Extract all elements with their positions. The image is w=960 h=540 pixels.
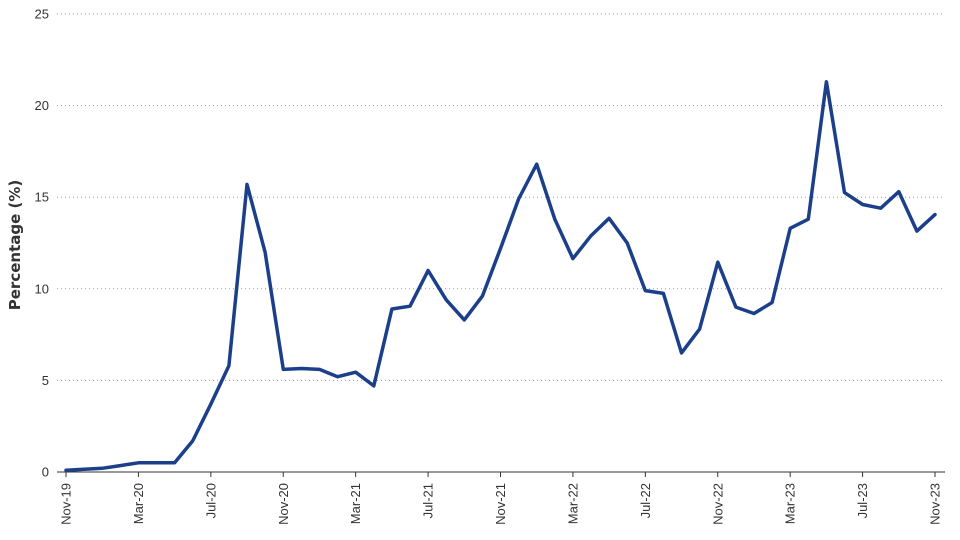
x-tick-label: Nov-21: [493, 483, 508, 525]
x-tick-label: Nov-23: [928, 483, 943, 525]
x-tick-label: Nov-20: [276, 483, 291, 525]
y-tick-label: 20: [35, 98, 49, 113]
gridlines: [57, 13, 945, 381]
x-tick-label: Mar-22: [565, 483, 580, 524]
x-tick-label: Mar-20: [131, 483, 146, 524]
y-tick-label: 5: [42, 373, 49, 388]
y-axis-label: Percentage (%): [6, 180, 24, 310]
y-axis: 0 5 10 15 20 25: [35, 7, 49, 480]
series-line-0: [64, 80, 937, 472]
x-tick-label: Mar-21: [348, 483, 363, 524]
y-tick-label: 10: [35, 281, 49, 296]
x-tick-label: Mar-23: [783, 483, 798, 524]
x-tick-label: Jul-22: [638, 483, 653, 518]
x-tick-label: Jul-23: [855, 483, 870, 518]
x-axis: Nov-19 Mar-20 Jul-20 Nov-20 Mar-21 Jul-21 Nov-…: [57, 471, 945, 525]
y-tick-label: 25: [35, 7, 49, 22]
x-tick-label: Nov-22: [710, 483, 725, 525]
y-tick-label: 0: [42, 465, 49, 480]
x-tick-label: Jul-20: [203, 483, 218, 518]
y-tick-label: 15: [35, 190, 49, 205]
series-layer: [64, 80, 937, 472]
x-tick-label: Nov-19: [59, 483, 74, 525]
x-tick-label: Jul-21: [421, 483, 436, 518]
